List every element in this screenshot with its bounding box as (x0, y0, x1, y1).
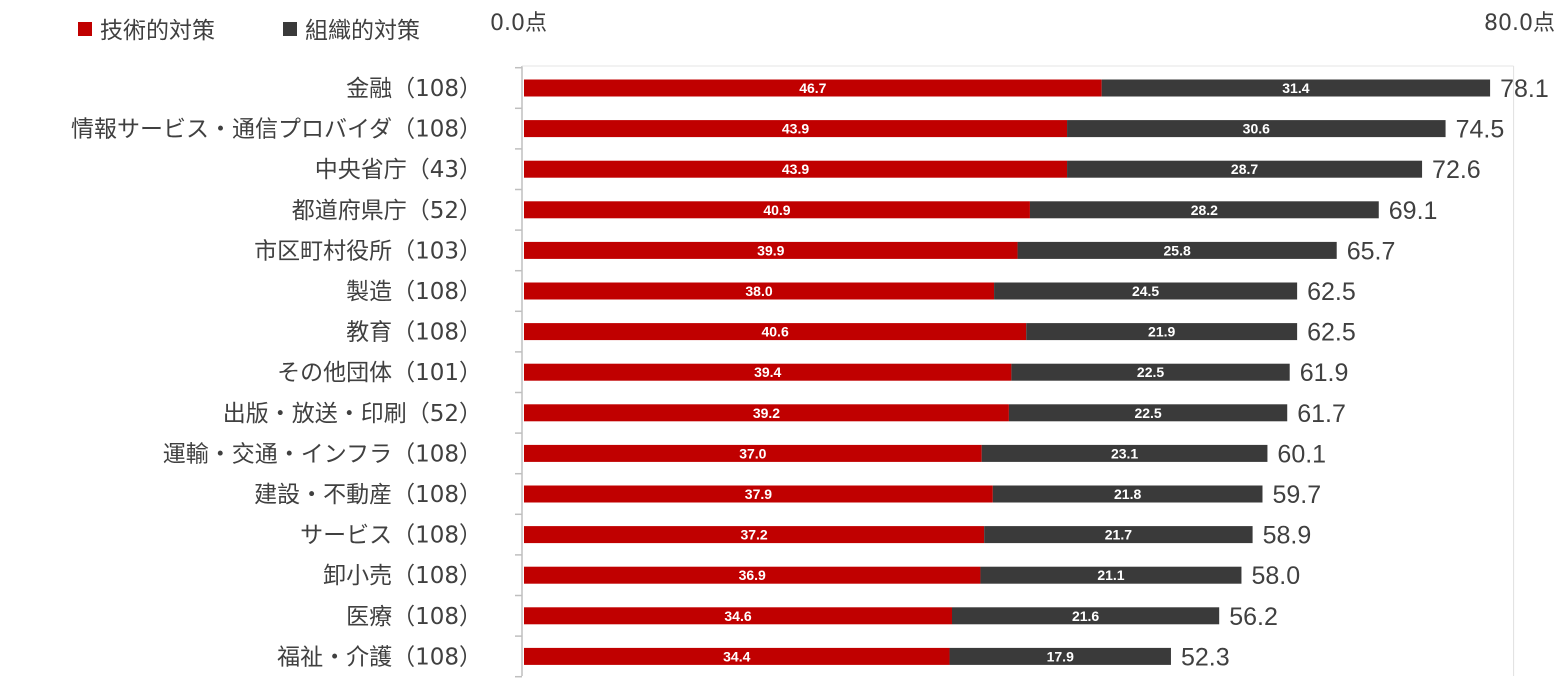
bar-segment-technical (524, 404, 1009, 422)
axis-min-label: 0.0点 (490, 11, 547, 36)
data-label: 39.9 (757, 242, 784, 258)
bar-segment-technical (524, 647, 950, 665)
bar-segment-technical (524, 444, 982, 462)
bar-segment-technical (524, 526, 985, 544)
bar-segment-organizational (992, 485, 1263, 503)
total-label: 52.3 (1181, 643, 1230, 671)
bar-segment-organizational (1029, 201, 1379, 219)
total-label: 65.7 (1347, 237, 1396, 265)
bar-segment-technical (524, 363, 1012, 381)
data-label: 43.9 (782, 161, 809, 177)
total-label: 58.0 (1251, 562, 1300, 590)
data-label: 23.1 (1111, 445, 1138, 461)
bar-segment-technical (524, 607, 953, 625)
total-label: 60.1 (1277, 440, 1326, 468)
data-label: 34.6 (724, 608, 751, 624)
data-label: 25.8 (1164, 242, 1191, 258)
data-label: 30.6 (1243, 121, 1270, 137)
data-label: 36.9 (739, 567, 766, 583)
axis-max-label: 80.0点 (1484, 11, 1555, 36)
bar-segment-organizational (984, 526, 1253, 544)
total-label: 61.7 (1297, 400, 1346, 428)
category-label: 中央省庁（43） (315, 157, 482, 183)
data-label: 46.7 (799, 80, 826, 96)
bar-segment-technical (524, 120, 1068, 138)
bar-segment-technical (524, 201, 1030, 219)
data-label: 21.6 (1072, 608, 1099, 624)
data-label: 43.9 (782, 121, 809, 137)
bar-segment-organizational (952, 607, 1220, 625)
bar-segment-organizational (1011, 363, 1290, 381)
data-label: 22.5 (1134, 405, 1161, 421)
bar-segment-technical (524, 323, 1027, 341)
total-label: 56.2 (1229, 603, 1278, 631)
bar-segment-technical (524, 566, 981, 584)
bar-segment-organizational (994, 282, 1298, 300)
data-label: 28.2 (1191, 202, 1218, 218)
data-label: 21.9 (1148, 324, 1175, 340)
category-label: 教育（108） (346, 320, 482, 346)
data-label: 31.4 (1282, 80, 1309, 96)
data-label: 21.8 (1114, 486, 1141, 502)
data-label: 17.9 (1047, 648, 1074, 664)
data-label: 34.4 (723, 648, 750, 664)
category-label: 金融（108） (346, 76, 482, 102)
category-label: 建設・不動産（108） (254, 482, 482, 508)
category-label: 運輸・交通・インフラ（108） (163, 441, 482, 467)
bar-segment-organizational (980, 566, 1242, 584)
data-label: 37.2 (740, 527, 767, 543)
category-label: その他団体（101） (277, 360, 482, 386)
total-label: 69.1 (1389, 197, 1438, 225)
total-label: 78.1 (1500, 75, 1549, 103)
category-label: 製造（108） (346, 279, 482, 305)
category-label: 情報サービス・通信プロバイダ（108） (71, 117, 482, 143)
category-label: 市区町村役所（103） (254, 238, 482, 264)
data-label: 39.2 (753, 405, 780, 421)
legend-swatch-0 (78, 22, 92, 36)
category-label: 出版・放送・印刷（52） (223, 401, 482, 427)
data-label: 22.5 (1137, 364, 1164, 380)
bar-segment-organizational (1026, 323, 1298, 341)
total-label: 62.5 (1307, 278, 1356, 306)
total-label: 74.5 (1456, 116, 1505, 144)
bar-segment-technical (524, 79, 1102, 97)
category-label: 都道府県庁（52） (292, 198, 482, 224)
category-label: サービス（108） (300, 523, 482, 549)
data-label: 39.4 (754, 364, 781, 380)
total-label: 59.7 (1272, 481, 1321, 509)
bar-segment-organizational (1017, 241, 1337, 259)
bar-segment-organizational (981, 444, 1268, 462)
total-label: 62.5 (1307, 319, 1356, 347)
data-label: 21.7 (1105, 527, 1132, 543)
bar-segment-organizational (949, 647, 1171, 665)
data-label: 40.9 (763, 202, 790, 218)
bar-segment-organizational (1101, 79, 1491, 97)
bar-segment-technical (524, 160, 1068, 178)
data-label: 28.7 (1231, 161, 1258, 177)
category-label: 卸小売（108） (323, 563, 482, 589)
total-label: 61.9 (1300, 359, 1349, 387)
total-label: 72.6 (1432, 156, 1481, 184)
bar-segment-technical (524, 485, 993, 503)
legend-label-0: 技術的対策 (100, 18, 215, 44)
data-label: 37.0 (739, 445, 766, 461)
legend-swatch-1 (283, 22, 297, 36)
bar-segment-technical (524, 282, 995, 300)
total-label: 58.9 (1263, 522, 1312, 550)
data-label: 37.9 (745, 486, 772, 502)
bar-segment-organizational (1067, 120, 1446, 138)
bar-segment-technical (524, 241, 1018, 259)
data-label: 21.1 (1097, 567, 1124, 583)
data-label: 38.0 (745, 283, 772, 299)
category-label: 医療（108） (346, 604, 482, 630)
category-label: 福祉・介護（108） (277, 644, 482, 670)
legend-label-1: 組織的対策 (305, 18, 420, 44)
bar-segment-organizational (1008, 404, 1288, 422)
data-label: 40.6 (761, 324, 788, 340)
bar-segment-organizational (1067, 160, 1423, 178)
data-label: 24.5 (1132, 283, 1159, 299)
